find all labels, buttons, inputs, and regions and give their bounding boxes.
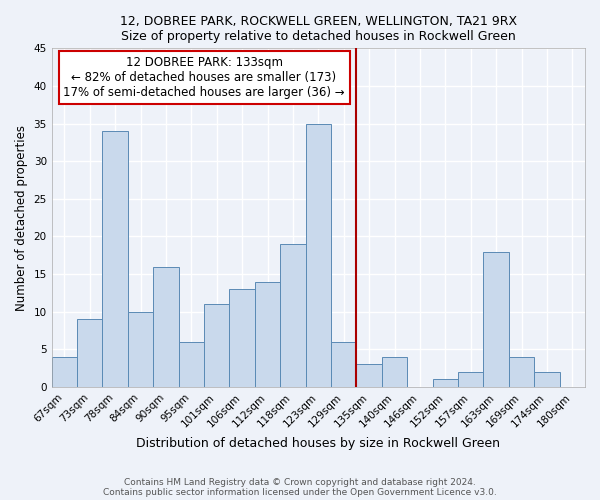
Bar	[382, 357, 407, 387]
Bar	[153, 266, 179, 387]
Bar	[255, 282, 280, 387]
Bar	[331, 342, 356, 387]
Bar	[484, 252, 509, 387]
Bar	[77, 319, 103, 387]
Bar	[52, 357, 77, 387]
Y-axis label: Number of detached properties: Number of detached properties	[15, 124, 28, 310]
Bar	[103, 131, 128, 387]
Text: 12 DOBREE PARK: 133sqm
← 82% of detached houses are smaller (173)
17% of semi-de: 12 DOBREE PARK: 133sqm ← 82% of detached…	[63, 56, 345, 99]
Bar	[179, 342, 204, 387]
Bar	[128, 312, 153, 387]
X-axis label: Distribution of detached houses by size in Rockwell Green: Distribution of detached houses by size …	[136, 437, 500, 450]
Bar	[229, 289, 255, 387]
Bar	[305, 124, 331, 387]
Bar	[204, 304, 229, 387]
Bar	[433, 380, 458, 387]
Bar	[458, 372, 484, 387]
Bar	[280, 244, 305, 387]
Bar	[509, 357, 534, 387]
Bar	[534, 372, 560, 387]
Bar	[356, 364, 382, 387]
Text: Contains HM Land Registry data © Crown copyright and database right 2024.
Contai: Contains HM Land Registry data © Crown c…	[103, 478, 497, 497]
Title: 12, DOBREE PARK, ROCKWELL GREEN, WELLINGTON, TA21 9RX
Size of property relative : 12, DOBREE PARK, ROCKWELL GREEN, WELLING…	[120, 15, 517, 43]
